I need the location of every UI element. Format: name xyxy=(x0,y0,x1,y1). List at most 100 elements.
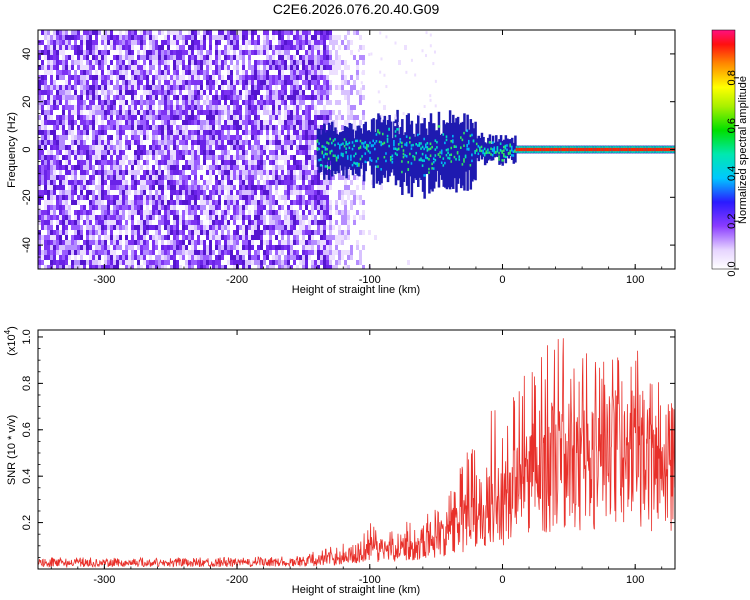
heatmap-cell xyxy=(326,235,329,240)
heatmap-cell xyxy=(113,110,116,115)
heatmap-cell xyxy=(143,240,146,245)
heatmap-cell xyxy=(50,50,53,55)
heatmap-cell xyxy=(176,80,179,85)
heatmap-cell xyxy=(131,115,134,120)
heatmap-cell xyxy=(320,85,323,90)
heatmap-cell xyxy=(86,35,89,40)
heatmap-cell xyxy=(179,185,182,190)
heatmap-cell xyxy=(107,175,110,180)
heatmap-cell xyxy=(353,195,356,200)
heatmap-cell xyxy=(296,130,299,135)
heatmap-cell xyxy=(152,245,155,250)
heatmap-cell xyxy=(65,190,68,195)
heatmap-cell xyxy=(188,165,191,170)
heatmap-cell xyxy=(122,155,125,160)
heatmap-cell xyxy=(433,50,436,54)
heatmap-cell xyxy=(59,35,62,40)
heatmap-cell xyxy=(293,125,296,130)
heatmap-cell xyxy=(281,145,284,150)
heatmap-cell xyxy=(155,225,158,230)
heatmap-cell xyxy=(281,240,284,245)
heatmap-cell xyxy=(56,165,59,170)
heatmap-cell xyxy=(320,95,323,100)
heatmap-cell xyxy=(341,75,344,80)
heatmap-cell xyxy=(83,120,86,125)
heatmap-cell xyxy=(125,115,128,120)
heatmap-cell xyxy=(350,180,353,185)
heatmap-cell xyxy=(185,70,188,75)
heatmap-cell xyxy=(221,235,224,240)
heatmap-cell xyxy=(179,255,182,260)
heatmap-cell xyxy=(209,145,212,150)
heatmap-cell xyxy=(347,100,350,105)
heatmap-cell xyxy=(92,100,95,105)
heatmap-cell xyxy=(125,145,128,150)
heatmap-cell xyxy=(266,110,269,115)
heatmap-cell xyxy=(56,90,59,95)
heatmap-cell xyxy=(185,125,188,130)
heatmap-cell xyxy=(206,55,209,60)
heatmap-cell xyxy=(143,65,146,70)
heatmap-cell xyxy=(68,150,71,155)
heatmap-cell xyxy=(38,40,41,45)
heatmap-cell xyxy=(104,250,107,255)
heatmap-cell xyxy=(338,250,341,255)
heatmap-cell xyxy=(47,180,50,185)
heatmap-cell xyxy=(221,145,224,150)
heatmap-cell xyxy=(50,190,53,195)
heatmap-cell xyxy=(74,95,77,100)
heatmap-cell xyxy=(56,50,59,55)
heatmap-cell xyxy=(107,235,110,240)
heatmap-cell xyxy=(269,155,272,160)
heatmap-cell xyxy=(116,150,119,155)
heatmap-cell xyxy=(414,73,417,77)
heatmap-cell xyxy=(359,35,362,40)
heatmap-cell xyxy=(275,190,278,195)
heatmap-cell xyxy=(354,152,358,156)
heatmap-cell xyxy=(170,80,173,85)
heatmap-cell xyxy=(311,125,314,130)
heatmap-cell xyxy=(212,210,215,215)
heatmap-cell xyxy=(598,147,601,152)
heatmap-cell xyxy=(269,235,272,240)
heatmap-cell xyxy=(251,70,254,75)
heatmap-cell xyxy=(587,147,589,152)
heatmap-cell xyxy=(389,155,393,159)
heatmap-cell xyxy=(65,160,68,165)
heatmap-cell xyxy=(323,235,326,240)
heatmap-cell xyxy=(296,195,299,200)
heatmap-cell xyxy=(140,185,143,190)
heatmap-cell xyxy=(41,210,44,215)
heatmap-cell xyxy=(323,265,326,269)
heatmap-cell xyxy=(89,265,92,269)
heatmap-cell xyxy=(266,95,269,100)
heatmap-cell xyxy=(206,245,209,250)
heatmap-cell xyxy=(65,105,68,110)
heatmap-cell xyxy=(242,210,245,215)
heatmap-cell xyxy=(152,260,155,265)
heatmap-cell xyxy=(140,225,143,230)
heatmap-cell xyxy=(546,147,548,152)
heatmap-cell xyxy=(38,105,41,110)
heatmap-cell xyxy=(338,235,341,240)
heatmap-cell xyxy=(191,200,194,205)
heatmap-cell xyxy=(176,115,179,120)
heatmap-cell xyxy=(257,140,260,145)
heatmap-cell xyxy=(275,260,278,265)
heatmap-cell xyxy=(326,260,329,265)
heatmap-cell xyxy=(299,200,302,205)
heatmap-cell xyxy=(272,155,275,160)
heatmap-cell xyxy=(299,40,302,45)
heatmap-cell xyxy=(182,175,185,180)
heatmap-cell xyxy=(230,250,233,255)
heatmap-cell xyxy=(347,105,350,110)
heatmap-cell xyxy=(179,215,182,220)
heatmap-cell xyxy=(287,40,290,45)
heatmap-cell xyxy=(323,190,326,195)
heatmap-cell xyxy=(236,120,239,125)
heatmap-cell xyxy=(74,245,77,250)
heatmap-cell xyxy=(194,60,197,65)
heatmap-cell xyxy=(347,110,350,115)
heatmap-cell xyxy=(188,160,191,165)
heatmap-cell xyxy=(347,225,350,230)
